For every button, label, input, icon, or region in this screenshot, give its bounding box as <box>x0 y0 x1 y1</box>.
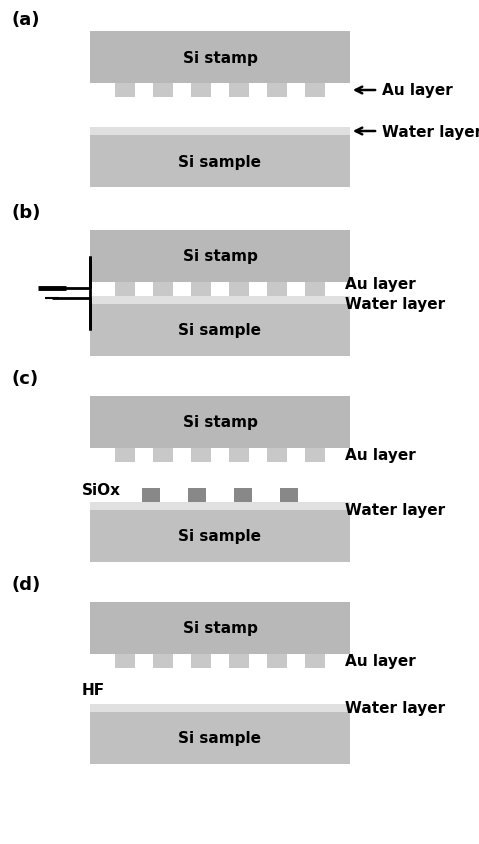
Bar <box>267 84 287 98</box>
Bar <box>267 654 287 668</box>
Bar <box>267 283 287 296</box>
Bar <box>90 136 350 187</box>
Bar <box>153 448 173 463</box>
Text: Water layer: Water layer <box>382 124 479 139</box>
Text: Si stamp: Si stamp <box>182 51 257 66</box>
Bar <box>191 448 211 463</box>
Text: HF: HF <box>82 683 105 698</box>
Bar <box>90 712 350 764</box>
Bar <box>267 448 287 463</box>
Bar <box>153 84 173 98</box>
Text: (b): (b) <box>12 203 41 222</box>
Bar <box>90 502 350 511</box>
Bar <box>305 283 325 296</box>
Bar <box>90 704 350 712</box>
Bar <box>305 84 325 98</box>
Text: Si stamp: Si stamp <box>182 621 257 636</box>
Text: Au layer: Au layer <box>345 448 416 463</box>
Bar <box>90 296 350 305</box>
Text: SiOx: SiOx <box>82 483 121 498</box>
Bar <box>115 283 135 296</box>
Bar <box>90 127 350 136</box>
Bar <box>90 32 350 84</box>
Bar <box>305 654 325 668</box>
Bar <box>115 84 135 98</box>
Bar <box>90 305 350 356</box>
Bar <box>191 283 211 296</box>
Text: (a): (a) <box>12 11 41 29</box>
Bar <box>229 654 249 668</box>
Bar <box>229 448 249 463</box>
Bar <box>305 448 325 463</box>
Bar <box>90 397 350 448</box>
Text: Si sample: Si sample <box>179 731 262 745</box>
Text: Au layer: Au layer <box>345 276 416 291</box>
Bar <box>153 654 173 668</box>
Bar <box>229 84 249 98</box>
Text: Si sample: Si sample <box>179 323 262 338</box>
Text: Water layer: Water layer <box>345 296 445 311</box>
Text: Au layer: Au layer <box>345 654 416 668</box>
Text: Water layer: Water layer <box>345 701 445 716</box>
Bar <box>90 603 350 654</box>
Text: (d): (d) <box>12 576 41 593</box>
Text: Si sample: Si sample <box>179 154 262 170</box>
Bar <box>191 654 211 668</box>
Bar <box>142 489 160 502</box>
Bar <box>153 283 173 296</box>
Text: Au layer: Au layer <box>382 84 453 99</box>
Text: Si sample: Si sample <box>179 529 262 544</box>
Text: Si stamp: Si stamp <box>182 249 257 264</box>
Bar <box>90 511 350 562</box>
Bar <box>90 230 350 283</box>
Bar <box>191 84 211 98</box>
Bar <box>188 489 206 502</box>
Text: Si stamp: Si stamp <box>182 415 257 430</box>
Text: Water layer: Water layer <box>345 502 445 517</box>
Bar <box>115 448 135 463</box>
Bar <box>115 654 135 668</box>
Bar <box>229 283 249 296</box>
Text: (c): (c) <box>12 370 39 387</box>
Bar <box>280 489 298 502</box>
Bar <box>234 489 252 502</box>
